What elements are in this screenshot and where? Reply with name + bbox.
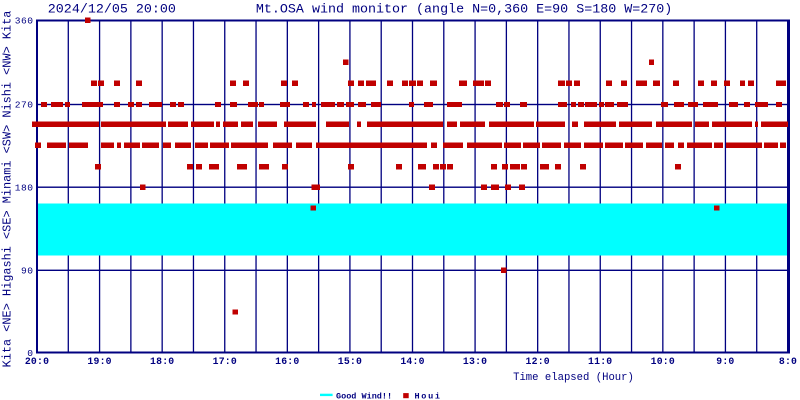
svg-text:Kita <NE> Higashi <SE> Minami: Kita <NE> Higashi <SE> Minami <SW> Nishi… <box>1 11 15 368</box>
svg-text:12:0: 12:0 <box>526 356 550 367</box>
svg-text:Houi: Houi <box>415 391 442 400</box>
svg-text:8:0: 8:0 <box>779 356 797 367</box>
svg-text:16:0: 16:0 <box>275 356 299 367</box>
svg-text:15:0: 15:0 <box>338 356 362 367</box>
svg-text:90: 90 <box>21 266 34 277</box>
svg-text:180: 180 <box>15 183 34 194</box>
svg-text:2024/12/05 20:00: 2024/12/05 20:00 <box>48 3 176 18</box>
svg-text:14:0: 14:0 <box>400 356 424 367</box>
svg-text:Good Wind!!: Good Wind!! <box>336 392 392 400</box>
svg-text:360: 360 <box>15 16 34 27</box>
svg-text:270: 270 <box>15 100 34 111</box>
svg-text:19:0: 19:0 <box>87 356 111 367</box>
svg-text:10:0: 10:0 <box>651 356 675 367</box>
svg-text:9:0: 9:0 <box>716 356 734 367</box>
svg-text:Mt.OSA wind monitor (angle N=0: Mt.OSA wind monitor (angle N=0,360 E=90 … <box>256 3 672 18</box>
svg-text:11:0: 11:0 <box>588 356 612 367</box>
svg-text:18:0: 18:0 <box>150 356 174 367</box>
svg-text:17:0: 17:0 <box>213 356 237 367</box>
svg-text:20:0: 20:0 <box>25 356 49 367</box>
svg-text:Time elapsed (Hour): Time elapsed (Hour) <box>513 372 634 384</box>
svg-text:13:0: 13:0 <box>463 356 487 367</box>
svg-text:0: 0 <box>27 348 33 359</box>
